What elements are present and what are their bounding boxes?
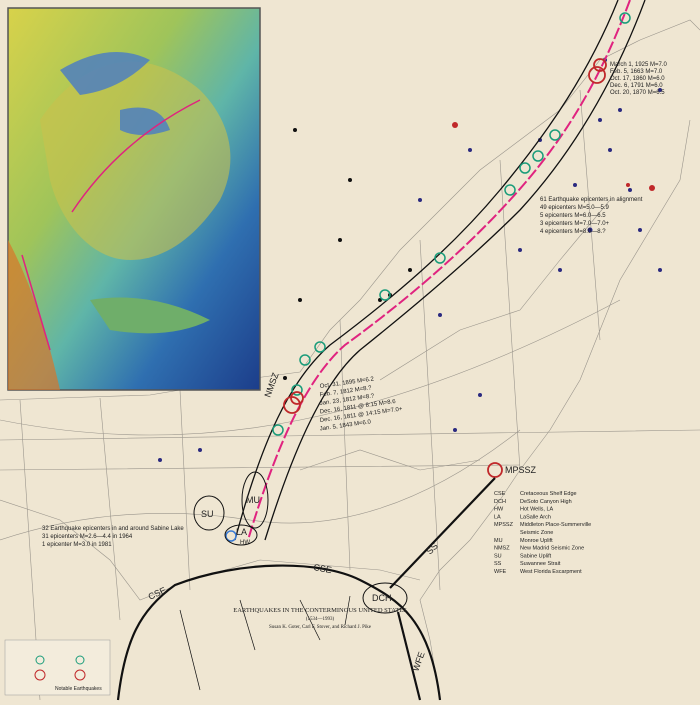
band-boundary [234, 0, 619, 541]
abbr-code: CSE [494, 491, 506, 497]
abbr-name: Monroe Uplift [520, 538, 553, 544]
alignment-note: 61 Earthquake epicenters in alignment 49 … [540, 197, 643, 235]
key-caption: Notable Earthquakes [55, 686, 102, 692]
quake-entry: Oct. 20, 1870 M=6.5 [610, 90, 665, 96]
sabine-line: 32 Earthquake epicenters in and around S… [42, 526, 184, 532]
epicenter-circles [272, 12, 631, 436]
epicenter-dots-black [283, 128, 412, 380]
sabine-line: 1 epicenter M=3.0 in 1981 [42, 542, 112, 548]
abbr-name: Seismic Zone [520, 530, 553, 536]
feature-label: DCH [372, 593, 392, 603]
abbr-code: MPSSZ [494, 522, 514, 528]
quake-entry: Feb. 5, 1663 M=7.0 [610, 69, 663, 75]
feature-label: SU [201, 509, 214, 519]
band-boundary [264, 0, 646, 541]
feature-label: LA [236, 527, 247, 537]
quake-entry: Oct. 17, 1860 M=6.0 [610, 76, 665, 82]
abbr-name: Suwannee Strait [520, 561, 561, 567]
alignment-line [247, 0, 631, 541]
key-box [4, 639, 111, 696]
sabine-note: 32 Earthquake epicenters in and around S… [42, 526, 184, 548]
abbr-name: LaSalle Arch [520, 514, 551, 520]
alignment-line-text: 49 epicenters M=5.0—5.9 [540, 205, 610, 211]
abbr-code: LA [494, 514, 501, 520]
abbr-name: New Madrid Seismic Zone [520, 546, 584, 552]
abbr-code: WFE [494, 569, 507, 575]
alignment-line-text: 4 epicenters M=8.0—8.? [540, 229, 606, 235]
abbreviation-list: CSE Cretaceous Shelf Edge DCH DeSoto Canyon… [494, 491, 591, 575]
leaders [179, 595, 351, 691]
alignment-line-text: 61 Earthquake epicenters in alignment [540, 197, 643, 203]
feature-label: CSE [313, 562, 333, 575]
abbr-code: DCH [494, 499, 506, 505]
abbr-code: SS [494, 561, 502, 567]
abbr-name: Sabine Uplift [520, 553, 552, 559]
hw-circle [225, 530, 237, 542]
period: (1534—1993) [306, 617, 335, 622]
epicenter-dots [158, 58, 662, 462]
abbr-code: HW [494, 507, 504, 513]
inset-map [7, 7, 261, 391]
faults [116, 477, 496, 701]
feature-label: HW [240, 540, 250, 546]
abbr-name: DeSoto Canyon High [520, 499, 572, 505]
sabine-line: 31 epicenters M=2.6—4.4 in 1964 [42, 534, 133, 540]
abbr-code: MU [494, 538, 503, 544]
abbr-name: Cretaceous Shelf Edge [520, 491, 577, 497]
abbr-code: SU [494, 553, 502, 559]
abbr-name: West Florida Escarpment [520, 569, 582, 575]
alignment-line-text: 5 epicenters M=6.0—6.5 [540, 213, 606, 219]
quake-entry: Dec. 6, 1791 M=6.0 [610, 83, 663, 89]
abbr-name: Hot Wells, LA [520, 507, 554, 513]
title: EARTHQUAKES IN THE CONTERMINOUS UNITED S… [233, 607, 407, 614]
alignment-line-text: 3 epicenters M=7.0—7.0+ [540, 221, 610, 227]
red-dots [452, 122, 655, 191]
authors: Susan K. Goter, Carl F. Stover, and Rich… [269, 625, 372, 630]
quake-entry: March 1, 1925 M=7.0 [610, 62, 668, 68]
major-epicenter-circles [283, 58, 607, 478]
abbr-name: Middleton Place-Summerville [520, 522, 591, 528]
feature-label: MU [246, 495, 260, 505]
abbr-code: NMSZ [494, 546, 510, 552]
structures [193, 471, 408, 614]
feature-label: MPSSZ [505, 465, 537, 475]
